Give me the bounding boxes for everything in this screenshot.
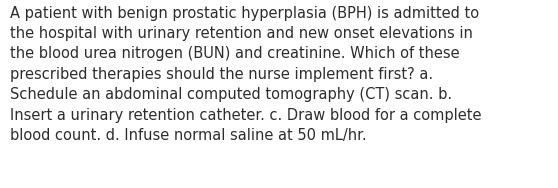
Text: A patient with benign prostatic hyperplasia (BPH) is admitted to
the hospital wi: A patient with benign prostatic hyperpla… [10, 6, 482, 143]
